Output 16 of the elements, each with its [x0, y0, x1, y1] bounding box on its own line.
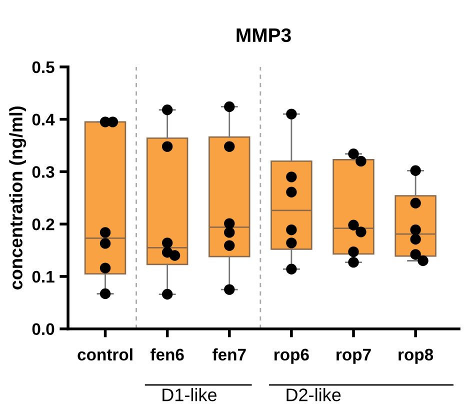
- y-tick-label: 0.3: [32, 166, 54, 178]
- text: D1-like: [162, 388, 217, 402]
- y-tick-label: 0.4: [32, 114, 55, 126]
- text: D2-like: [286, 388, 341, 402]
- x-tick-label: fen7: [212, 348, 246, 361]
- x-tick-label: rop8: [398, 348, 434, 364]
- x-tick-label: fen6: [150, 348, 184, 361]
- y-tick-label: 0.5: [32, 61, 54, 74]
- x-tick-label: control: [78, 348, 132, 361]
- y-tick-label: 0.1: [32, 270, 54, 283]
- x-tick-label: rop7: [336, 348, 371, 364]
- chart-title: MMP3: [236, 28, 291, 42]
- y-tick-label: 0.2: [32, 218, 54, 230]
- x-tick-label: rop6: [274, 348, 309, 364]
- y-axis-title: concentration (ng/ml): [9, 106, 26, 290]
- y-tick-label: 0.0: [32, 323, 54, 336]
